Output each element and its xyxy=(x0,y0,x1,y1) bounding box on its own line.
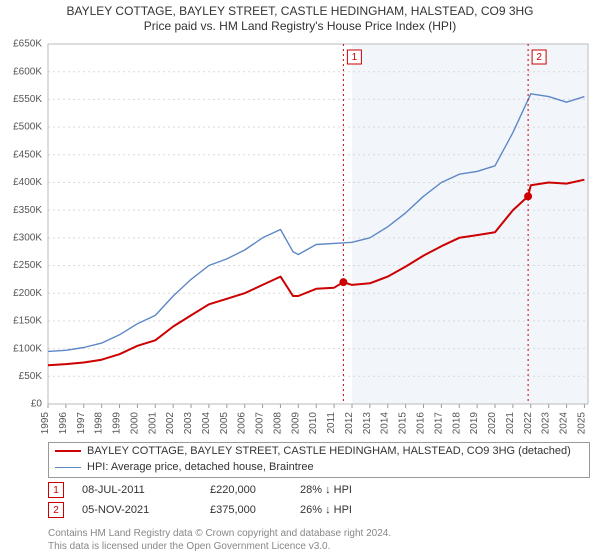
marker-table-row: 2 05-NOV-2021£375,00026% ↓ HPI xyxy=(48,502,352,518)
y-tick-label: £600K xyxy=(13,66,42,77)
sale-marker-box-label: 2 xyxy=(536,52,542,63)
x-tick-label: 2011 xyxy=(326,412,337,434)
y-tick-label: £150K xyxy=(13,316,42,327)
footer-line2: This data is licensed under the Open Gov… xyxy=(48,541,391,554)
y-tick-label: £550K xyxy=(13,94,42,105)
x-tick-label: 2004 xyxy=(201,412,212,435)
y-tick-label: £500K xyxy=(13,122,42,133)
legend-label: BAYLEY COTTAGE, BAYLEY STREET, CASTLE HE… xyxy=(87,445,571,457)
x-tick-label: 2019 xyxy=(469,412,480,435)
legend-row: HPI: Average price, detached house, Brai… xyxy=(49,459,589,475)
x-tick-label: 2017 xyxy=(433,412,444,435)
x-tick-label: 2009 xyxy=(290,412,301,435)
x-tick-label: 2018 xyxy=(451,412,462,435)
x-tick-label: 2008 xyxy=(272,412,283,435)
marker-table-delta: 28% ↓ HPI xyxy=(300,484,352,496)
legend-swatch xyxy=(55,467,81,468)
marker-table-id-box: 2 xyxy=(48,502,64,518)
sale-marker-dot xyxy=(524,192,532,200)
y-tick-label: £0 xyxy=(31,399,43,410)
y-tick-label: £300K xyxy=(13,232,42,243)
y-tick-label: £250K xyxy=(13,260,42,271)
x-tick-label: 2007 xyxy=(255,412,266,435)
y-tick-label: £50K xyxy=(19,371,43,382)
legend-label: HPI: Average price, detached house, Brai… xyxy=(87,461,314,473)
x-tick-label: 2014 xyxy=(380,412,391,435)
x-tick-label: 2020 xyxy=(487,412,498,435)
y-tick-label: £650K xyxy=(13,39,42,50)
y-tick-label: £400K xyxy=(13,177,42,188)
marker-table-row: 1 08-JUL-2011£220,00028% ↓ HPI xyxy=(48,482,352,498)
footer-line1: Contains HM Land Registry data © Crown c… xyxy=(48,528,391,541)
chart-title-line1: BAYLEY COTTAGE, BAYLEY STREET, CASTLE HE… xyxy=(0,4,600,19)
x-tick-label: 2015 xyxy=(398,412,409,435)
x-tick-label: 1999 xyxy=(112,412,123,435)
y-tick-label: £100K xyxy=(13,343,42,354)
x-tick-label: 1995 xyxy=(40,412,51,435)
x-tick-label: 1996 xyxy=(58,412,69,435)
legend-row: BAYLEY COTTAGE, BAYLEY STREET, CASTLE HE… xyxy=(49,443,589,459)
x-tick-label: 2005 xyxy=(219,412,230,435)
marker-table-price: £375,000 xyxy=(210,504,300,516)
x-tick-label: 2010 xyxy=(308,412,319,435)
x-tick-label: 2021 xyxy=(505,412,516,435)
marker-table-date: 05-NOV-2021 xyxy=(82,504,210,516)
chart-title-block: BAYLEY COTTAGE, BAYLEY STREET, CASTLE HE… xyxy=(0,0,600,34)
sale-marker-table: 1 08-JUL-2011£220,00028% ↓ HPI 2 05-NOV-202… xyxy=(48,482,352,522)
chart-area: £0£50K£100K£150K£200K£250K£300K£350K£400… xyxy=(4,38,544,398)
x-tick-label: 2000 xyxy=(129,412,140,435)
attribution-footer: Contains HM Land Registry data © Crown c… xyxy=(48,528,391,553)
x-tick-label: 2022 xyxy=(523,412,534,435)
x-tick-label: 1998 xyxy=(94,412,105,435)
x-tick-label: 2006 xyxy=(237,412,248,435)
x-tick-label: 2016 xyxy=(415,412,426,435)
y-tick-label: £350K xyxy=(13,205,42,216)
legend-box: BAYLEY COTTAGE, BAYLEY STREET, CASTLE HE… xyxy=(48,442,590,478)
x-tick-label: 2025 xyxy=(576,412,587,435)
sale-marker-dot xyxy=(339,278,347,286)
sale-marker-box-label: 1 xyxy=(352,52,358,63)
y-tick-label: £200K xyxy=(13,288,42,299)
x-tick-label: 2002 xyxy=(165,412,176,435)
line-chart-svg: £0 £50K £100K £150K £200K £250K £300K £350K £400… xyxy=(4,38,592,438)
marker-table-price: £220,000 xyxy=(210,484,300,496)
x-tick-label: 2013 xyxy=(362,412,373,435)
y-tick-label: £450K xyxy=(13,149,42,160)
marker-table-date: 08-JUL-2011 xyxy=(82,484,210,496)
x-tick-label: 2012 xyxy=(344,412,355,435)
x-tick-label: 2023 xyxy=(541,412,552,435)
chart-title-line2: Price paid vs. HM Land Registry's House … xyxy=(0,19,600,34)
x-tick-label: 2003 xyxy=(183,412,194,435)
marker-table-id-box: 1 xyxy=(48,482,64,498)
x-tick-label: 1997 xyxy=(76,412,87,435)
legend-swatch xyxy=(55,450,81,452)
marker-table-delta: 26% ↓ HPI xyxy=(300,504,352,516)
x-tick-label: 2001 xyxy=(147,412,158,435)
x-tick-label: 2024 xyxy=(559,412,570,435)
